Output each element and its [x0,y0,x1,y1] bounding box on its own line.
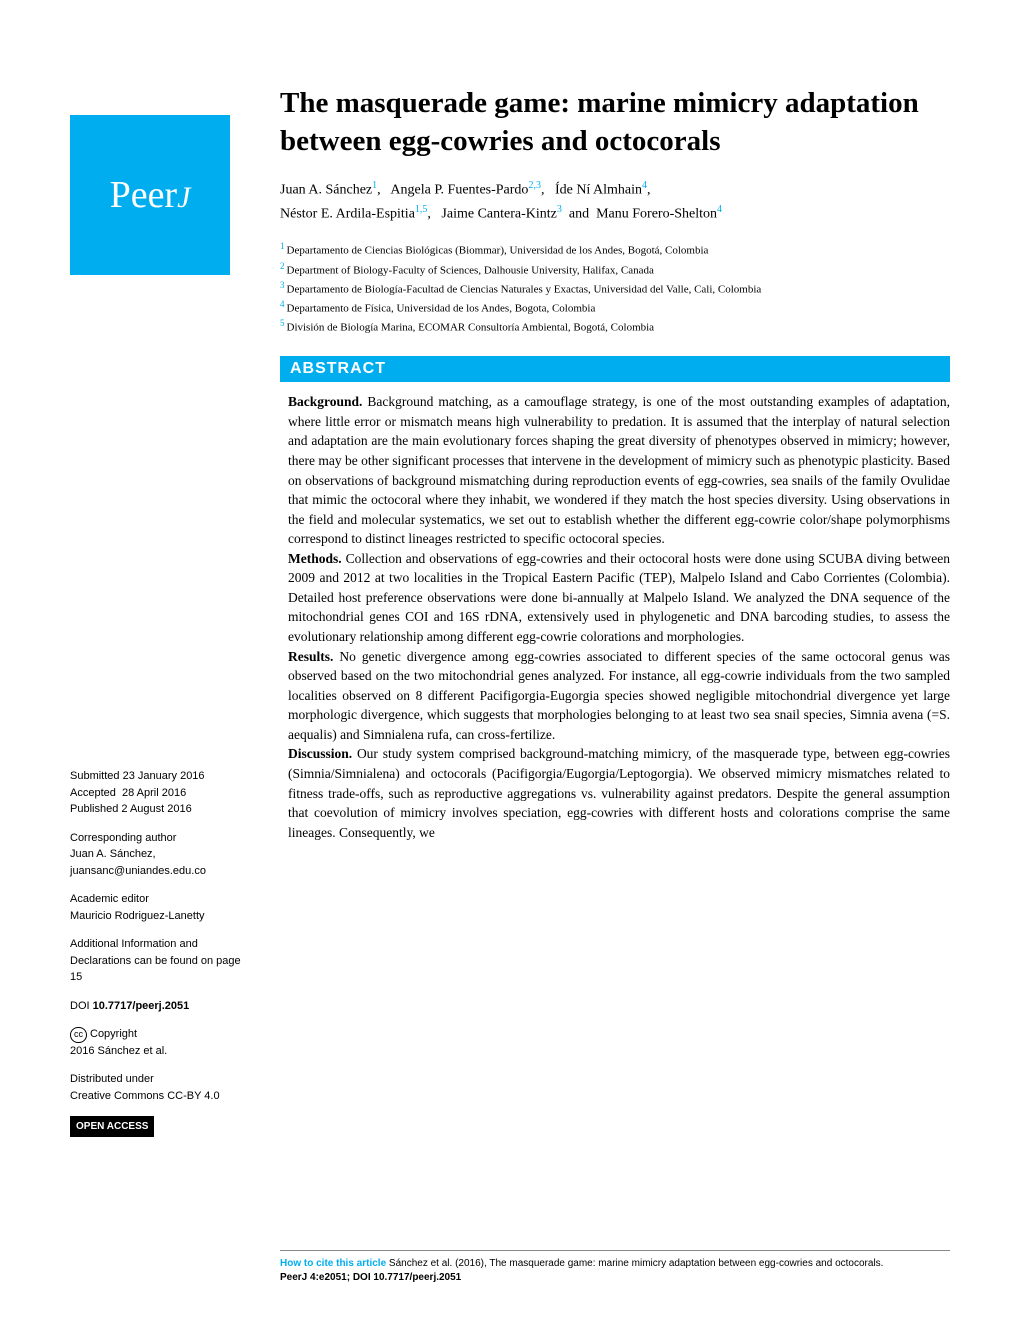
abstract-body: Background. Background matching, as a ca… [280,392,950,842]
cc-icon: cc [70,1027,87,1043]
doi-block: DOI 10.7717/peerj.2051 [70,998,255,1015]
corresponding-author: Corresponding author Juan A. Sánchez, ju… [70,830,255,880]
additional-info: Additional Information and Declarations … [70,936,255,986]
affiliations: 1Departamento de Ciencias Biológicas (Bi… [280,240,950,336]
author-list: Juan A. Sánchez1, Angela P. Fuentes-Pard… [280,178,950,226]
abstract-header: ABSTRACT [280,356,950,382]
title-block: The masquerade game: marine mimicry adap… [280,85,950,842]
dates-block: Submitted 23 January 2016 Accepted 28 Ap… [70,768,255,818]
citation-footer: How to cite this article Sánchez et al. … [280,1250,950,1285]
license-block: Distributed under Creative Commons CC-BY… [70,1071,255,1104]
open-access-badge: OPEN ACCESS [70,1116,255,1137]
metadata-sidebar: Submitted 23 January 2016 Accepted 28 Ap… [70,768,255,1149]
academic-editor: Academic editor Mauricio Rodriguez-Lanet… [70,891,255,924]
paper-title: The masquerade game: marine mimicry adap… [280,85,950,160]
logo-text: PeerJ [110,173,191,217]
copyright-block: ccCopyright 2016 Sánchez et al. [70,1026,255,1059]
journal-logo: PeerJ [70,115,230,275]
